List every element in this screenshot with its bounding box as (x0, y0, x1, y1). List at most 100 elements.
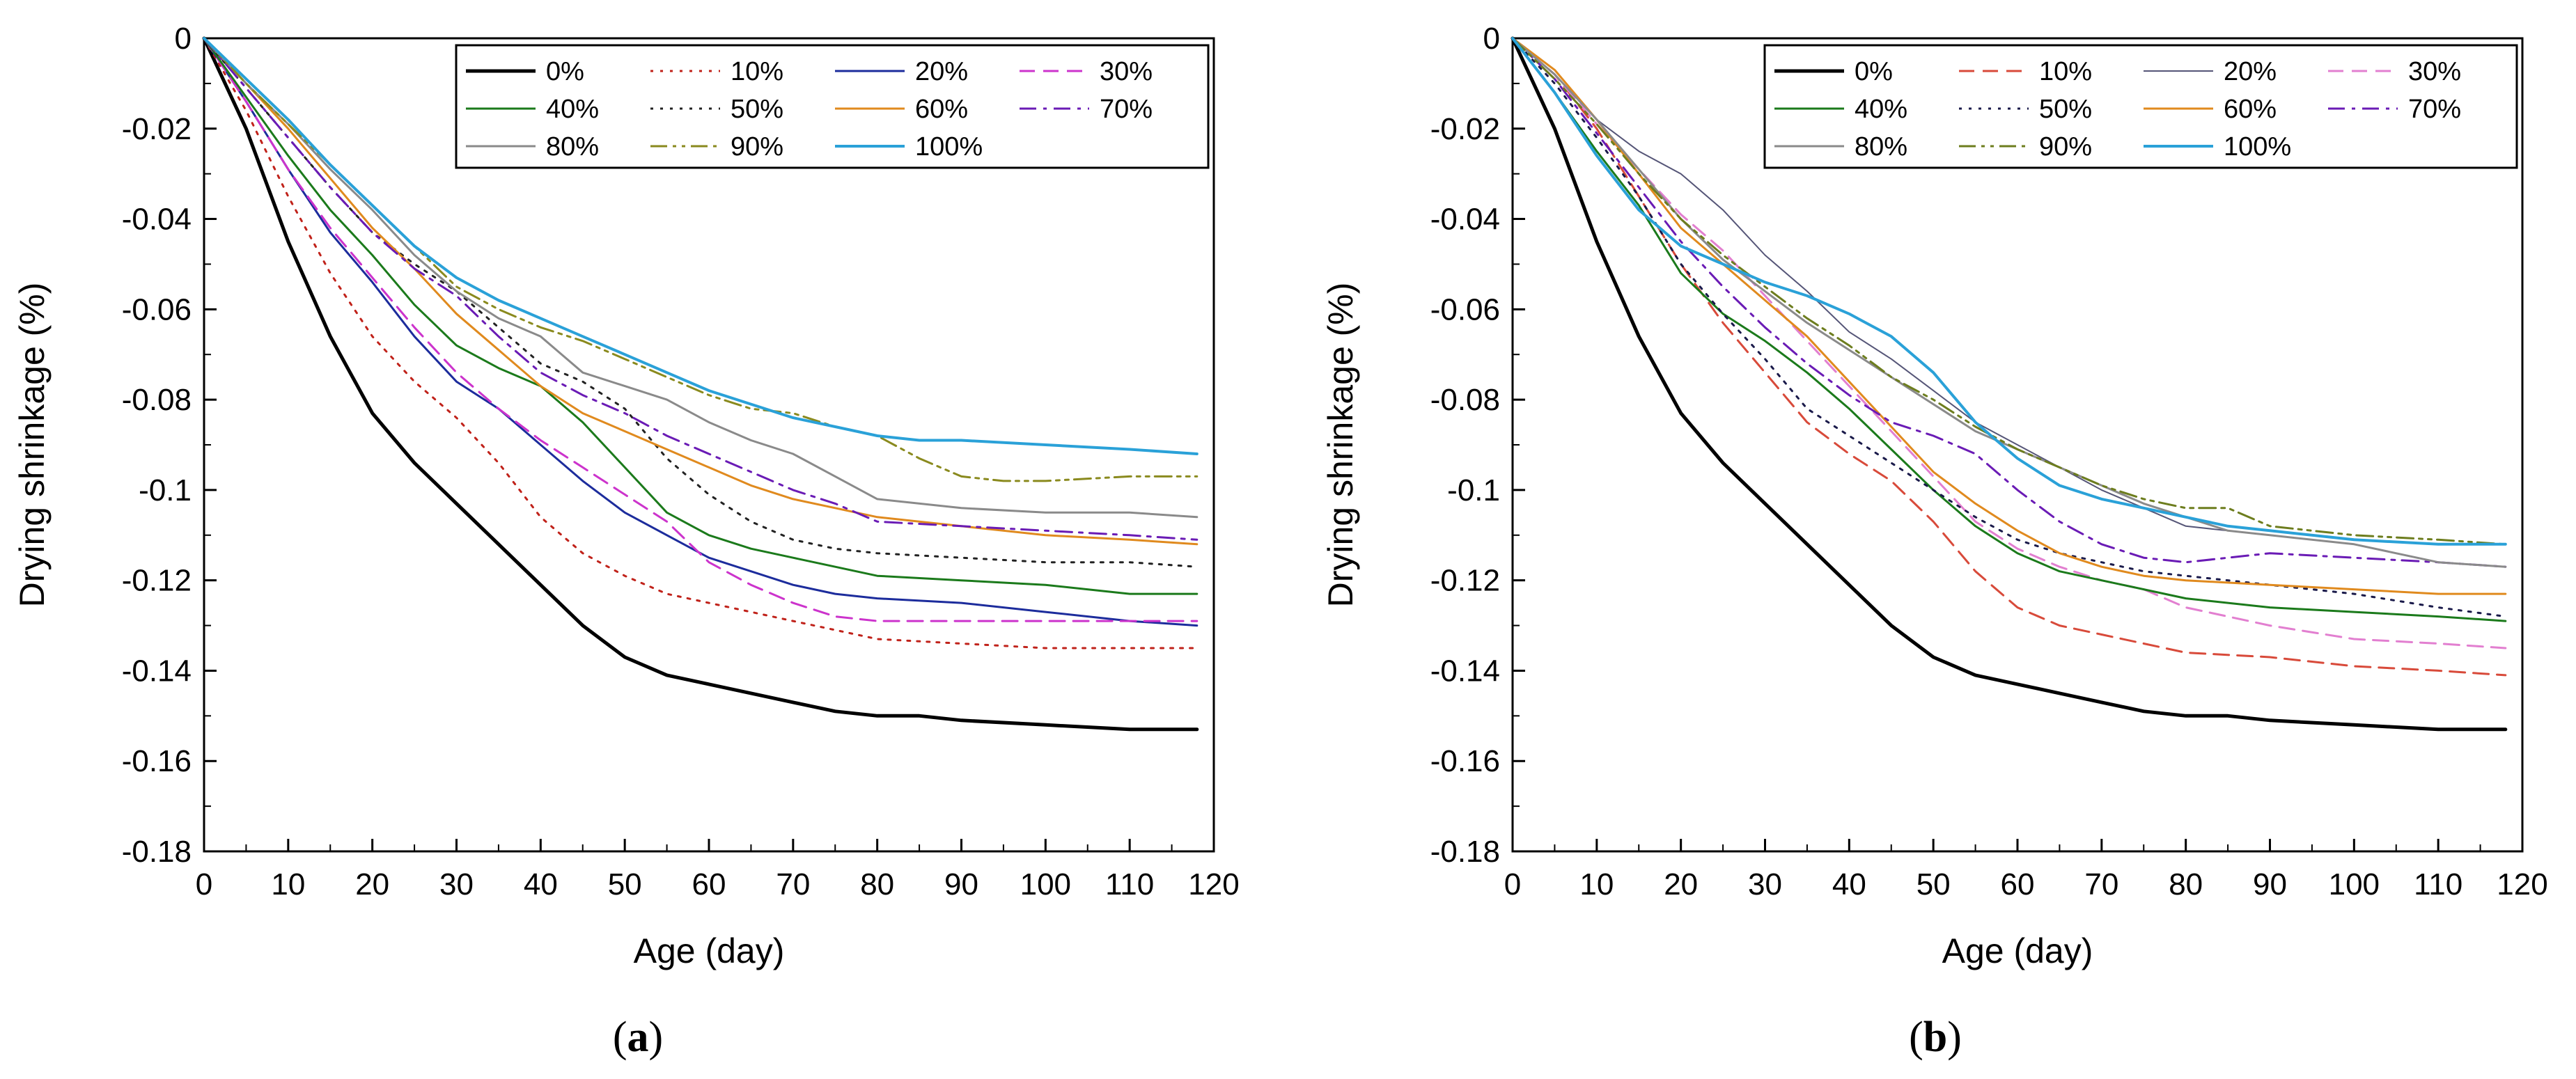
legend-box (1763, 44, 2518, 169)
legend-label: 40% (1855, 95, 1907, 124)
x-tick-label: 0 (1504, 867, 1521, 901)
y-tick-label: -0.12 (122, 564, 192, 598)
x-tick-label: 40 (1832, 867, 1866, 901)
series-line-80pct (203, 37, 1199, 519)
y-tick-label: -0.04 (1430, 203, 1500, 237)
panel-label-open: ( (613, 1014, 627, 1061)
legend-label: 50% (2039, 95, 2092, 124)
y-tick-label: -0.04 (122, 203, 192, 237)
x-axis-title: Age (day) (634, 931, 785, 970)
y-tick-label: -0.16 (122, 744, 192, 778)
x-tick-label: 120 (1188, 867, 1239, 901)
x-tick-label: 50 (608, 867, 642, 901)
legend-box (455, 44, 1210, 169)
panel-label-letter: a (627, 1014, 649, 1061)
x-tick-label: 20 (1664, 867, 1698, 901)
series-line-0pct (202, 36, 1199, 732)
series-line-100pct (1511, 37, 2507, 546)
panel-label: (a) (613, 1014, 663, 1061)
series-line-30pct (203, 37, 1199, 622)
legend-label: 10% (2039, 57, 2092, 86)
legend-label: 20% (2224, 57, 2277, 86)
legend-label: 60% (2224, 95, 2277, 124)
series-line-90pct (1511, 37, 2507, 546)
x-tick-label: 40 (524, 867, 558, 901)
panel-label-close: ) (1947, 1014, 1962, 1061)
y-axis-title: Drying shrinkage (%) (13, 283, 52, 608)
y-tick-label: -0.08 (122, 383, 192, 417)
series-line-60pct (1511, 37, 2507, 595)
y-tick-label: -0.12 (1430, 564, 1500, 598)
chart-panel-a: 0 10 20 30 40 50 60 70 80 90 100 110 120 0 -0.02 -0.04 -… (13, 22, 1240, 1061)
y-tick-label: -0.1 (139, 473, 192, 507)
legend-label: 70% (1100, 95, 1153, 124)
y-tick-label: -0.1 (1447, 473, 1500, 507)
y-axis-title: Drying shrinkage (%) (1321, 283, 1360, 608)
y-tick-label: -0.02 (122, 112, 192, 146)
series-line-0pct (1511, 36, 2508, 732)
legend-label: 100% (2224, 132, 2291, 162)
y-tick-label: -0.06 (122, 292, 192, 326)
series-line-100pct (203, 37, 1199, 455)
x-axis-title: Age (day) (1942, 931, 2093, 970)
series-line-10pct (203, 37, 1199, 649)
x-tick-label: 30 (439, 867, 474, 901)
legend-label: 90% (731, 132, 783, 162)
legend-label: 40% (546, 95, 599, 124)
x-tick-label: 90 (944, 867, 978, 901)
x-tick-label: 0 (196, 867, 212, 901)
panel-label: (b) (1909, 1014, 1962, 1061)
series-line-40pct (203, 37, 1199, 595)
y-tick-label: -0.14 (1430, 654, 1500, 688)
x-tick-label: 70 (776, 867, 810, 901)
legend-label: 80% (546, 132, 599, 162)
x-tick-label: 100 (1020, 867, 1071, 901)
x-tick-label: 70 (2084, 867, 2118, 901)
y-tick-label: 0 (175, 22, 192, 56)
series-line-80pct (1511, 37, 2507, 568)
panel-label-letter: b (1923, 1014, 1947, 1061)
x-tick-label: 90 (2253, 867, 2287, 901)
series-line-50pct (1511, 37, 2507, 618)
x-tick-label: 10 (271, 867, 305, 901)
legend-label: 10% (731, 57, 783, 86)
legend-label: 20% (915, 57, 968, 86)
x-tick-label: 80 (2169, 867, 2203, 901)
y-tick-label: -0.18 (122, 835, 192, 869)
legend-label: 50% (731, 95, 783, 124)
legend-label: 0% (546, 57, 584, 86)
series-line-20pct (203, 37, 1199, 627)
legend-label: 70% (2408, 95, 2461, 124)
x-tick-label: 60 (692, 867, 726, 901)
legend-label: 30% (1100, 57, 1153, 86)
series-line-70pct (203, 37, 1199, 541)
x-tick-label: 50 (1917, 867, 1951, 901)
x-tick-label: 10 (1579, 867, 1614, 901)
series-line-70pct (1511, 37, 2507, 568)
y-tick-label: -0.06 (1430, 292, 1500, 326)
y-tick-label: -0.08 (1430, 383, 1500, 417)
legend-label: 90% (2039, 132, 2092, 162)
chart-panel-b: 0 10 20 30 40 50 60 70 80 90 100 110 120 0 -0.02 -0.04 -… (1321, 22, 2548, 1061)
x-tick-label: 20 (355, 867, 389, 901)
x-tick-label: 110 (2414, 867, 2462, 901)
x-tick-label: 60 (2001, 867, 2035, 901)
legend-label: 60% (915, 95, 968, 124)
x-tick-label: 100 (2329, 867, 2380, 901)
x-tick-label: 110 (1105, 867, 1154, 901)
legend-label: 100% (915, 132, 983, 162)
series-line-60pct (203, 37, 1199, 546)
x-tick-label: 120 (2497, 867, 2547, 901)
y-tick-label: -0.14 (122, 654, 192, 688)
y-tick-label: -0.02 (1430, 112, 1500, 146)
panel-label-open: ( (1909, 1014, 1923, 1061)
panel-label-close: ) (649, 1014, 664, 1061)
y-tick-label: 0 (1483, 22, 1500, 56)
x-tick-label: 80 (860, 867, 894, 901)
y-tick-label: -0.18 (1430, 835, 1500, 869)
legend-label: 0% (1855, 57, 1893, 86)
legend-label: 80% (1855, 132, 1907, 162)
legend-label: 30% (2408, 57, 2461, 86)
series-line-10pct (1511, 37, 2507, 677)
